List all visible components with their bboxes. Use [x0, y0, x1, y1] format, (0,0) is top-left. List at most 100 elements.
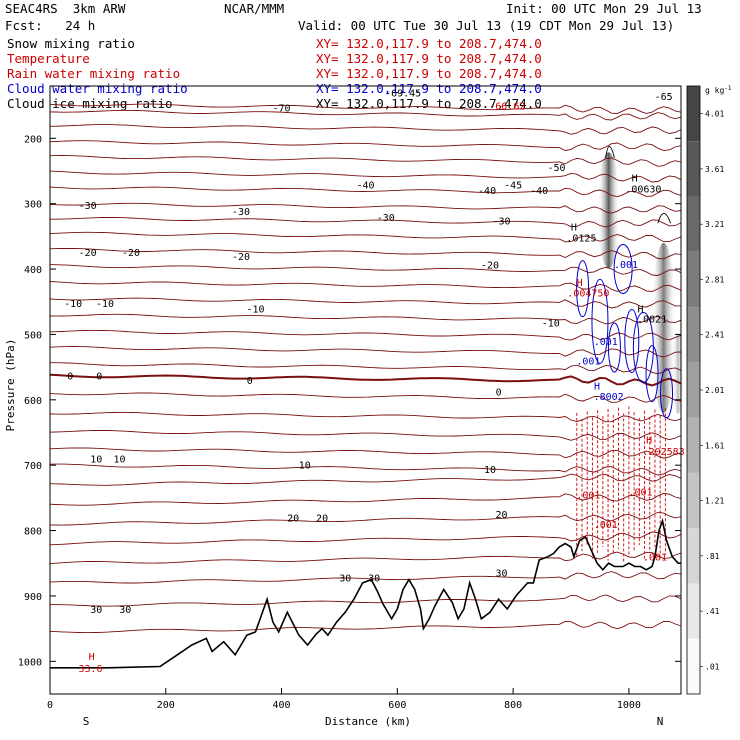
- isotherm-line: [49, 170, 682, 183]
- isotherm-line: [49, 186, 682, 198]
- isotherm-line: [49, 109, 682, 121]
- isotherm-label: -10: [246, 304, 264, 315]
- x-tick-label: 0: [47, 700, 53, 711]
- isotherm-line: [49, 551, 682, 565]
- extremum-label: .8002: [594, 392, 624, 403]
- isotherm-line: [49, 231, 682, 243]
- y-tick-label: 500: [24, 330, 42, 341]
- colorbar-segment: [687, 141, 700, 197]
- y-tick-label: 300: [24, 200, 42, 211]
- cloud-water-contour: [660, 368, 674, 419]
- isotherm-line: [49, 155, 682, 167]
- isotherm-label: -20: [481, 260, 499, 271]
- x-axis-label: Distance (km): [325, 715, 411, 728]
- colorbar-segment: [687, 528, 700, 584]
- colorbar-level-label: 2.41: [705, 331, 724, 340]
- extremum-label: H: [646, 436, 652, 447]
- left-endpoint-label: S: [83, 715, 90, 728]
- contour-labels: -70 -69.45 -65 -50 -45 -40 -40 -40 -30 -30 -30 -30 -…: [64, 89, 685, 675]
- isotherm-label: -65: [655, 92, 673, 103]
- isotherm-line: [50, 594, 682, 607]
- isotherm-label: -30: [377, 213, 395, 224]
- isotherm-label: -30: [493, 217, 511, 228]
- field-cloudwater-xy: XY= 132.0,117.9 to 208.7,474.0: [316, 81, 542, 96]
- isotherm-label: 20: [496, 510, 508, 521]
- field-rain-xy: XY= 132.0,117.9 to 208.7,474.0: [316, 66, 542, 81]
- model-title: SEAC4RS 3km ARW: [5, 1, 126, 16]
- colorbar-segment: [687, 583, 700, 639]
- colorbar-level-label: 3.21: [705, 220, 724, 229]
- isotherm-label: -20: [232, 252, 250, 263]
- colorbar-level-label: .81: [705, 552, 720, 561]
- colorbar-segment: [687, 86, 700, 142]
- isotherm-label: -30: [79, 201, 97, 212]
- isotherm-line: [49, 463, 682, 476]
- isotherm-line: [49, 313, 682, 325]
- right-endpoint-label: N: [657, 715, 664, 728]
- extremum-label: -66.62: [489, 102, 525, 113]
- extremum-label: .202583: [643, 447, 685, 458]
- isotherm-label: 0: [67, 372, 73, 383]
- isotherm-label: -40: [356, 181, 374, 192]
- isotherm-line: [49, 511, 682, 526]
- isotherm-line: [50, 362, 682, 375]
- isotherm-label: 0: [496, 387, 502, 398]
- isotherm-label: -10: [96, 299, 114, 310]
- isotherm-line: [49, 411, 682, 423]
- extremum-label: .004750: [567, 289, 609, 300]
- cloud-water-contour: [624, 308, 640, 373]
- x-tick-label: 600: [388, 700, 406, 711]
- isotherm-label: -45: [504, 181, 522, 192]
- y-tick-label: 200: [24, 134, 42, 145]
- x-tick-label: 800: [504, 700, 522, 711]
- isotherm-label: -20: [79, 248, 97, 259]
- colorbar-frame: [686, 85, 701, 695]
- isotherm-line: [49, 281, 682, 292]
- y-tick-label: 900: [24, 592, 42, 603]
- hydrometeor-contours: [576, 146, 674, 563]
- center-label: NCAR/MMM: [224, 1, 285, 16]
- y-tick-label: 700: [24, 461, 42, 472]
- extremum-label: .0021: [637, 315, 667, 326]
- isotherm-label: -10: [542, 319, 560, 330]
- extremum-label: .001: [628, 487, 652, 498]
- colorbar-level-label: 2.01: [705, 386, 724, 395]
- extremum-label: .001: [576, 491, 600, 502]
- colorbar-segment: [687, 196, 700, 252]
- cloud-water-contour: [645, 345, 659, 403]
- cloud-water-contour: [607, 322, 621, 373]
- extremum-label: .001: [576, 357, 600, 368]
- isotherm-line: [49, 247, 682, 260]
- cloud-ice-contour: [605, 146, 615, 159]
- field-cloudice-name: Cloud ice mixing ratio: [7, 96, 173, 111]
- colorbar-level-label: .41: [705, 607, 720, 616]
- y-tick-label: 1000: [18, 657, 42, 668]
- extremum-label: H: [594, 381, 600, 392]
- isotherm-line: [49, 571, 682, 584]
- x-tick-label: 1000: [617, 700, 641, 711]
- extremum-label: .0125: [566, 234, 596, 245]
- y-tick-label: 600: [24, 396, 42, 407]
- colorbar-segment: [687, 472, 700, 529]
- isotherm-line: [49, 392, 682, 403]
- init-time: Init: 00 UTC Mon 29 Jul 13: [506, 1, 702, 16]
- field-temp-xy: XY= 132.0,117.9 to 208.7,474.0: [316, 51, 542, 66]
- plot-frame: [49, 85, 682, 695]
- snow-core-edge: [672, 333, 685, 414]
- colorbar-unit: g kg-1: [705, 85, 732, 95]
- terrain-profile: [50, 517, 681, 669]
- isotherm-label: 0: [96, 372, 102, 383]
- colorbar: 4.01 3.61 3.21 2.81 2.41 2.01 1.61 1.21 .81 .41 .0…: [686, 85, 724, 695]
- extremum-label: H: [89, 652, 95, 663]
- extremum-label: H: [632, 174, 638, 185]
- isotherm-line: [49, 531, 682, 546]
- field-rain-name: Rain water mixing ratio: [7, 66, 181, 81]
- extremum-label: H: [577, 278, 583, 289]
- extremum-label: .001: [594, 337, 618, 348]
- colorbar-segment: [687, 251, 700, 308]
- isotherm-label: 20: [316, 513, 328, 524]
- y-tick-label: 800: [24, 527, 42, 538]
- isotherm-label: 20: [287, 513, 299, 524]
